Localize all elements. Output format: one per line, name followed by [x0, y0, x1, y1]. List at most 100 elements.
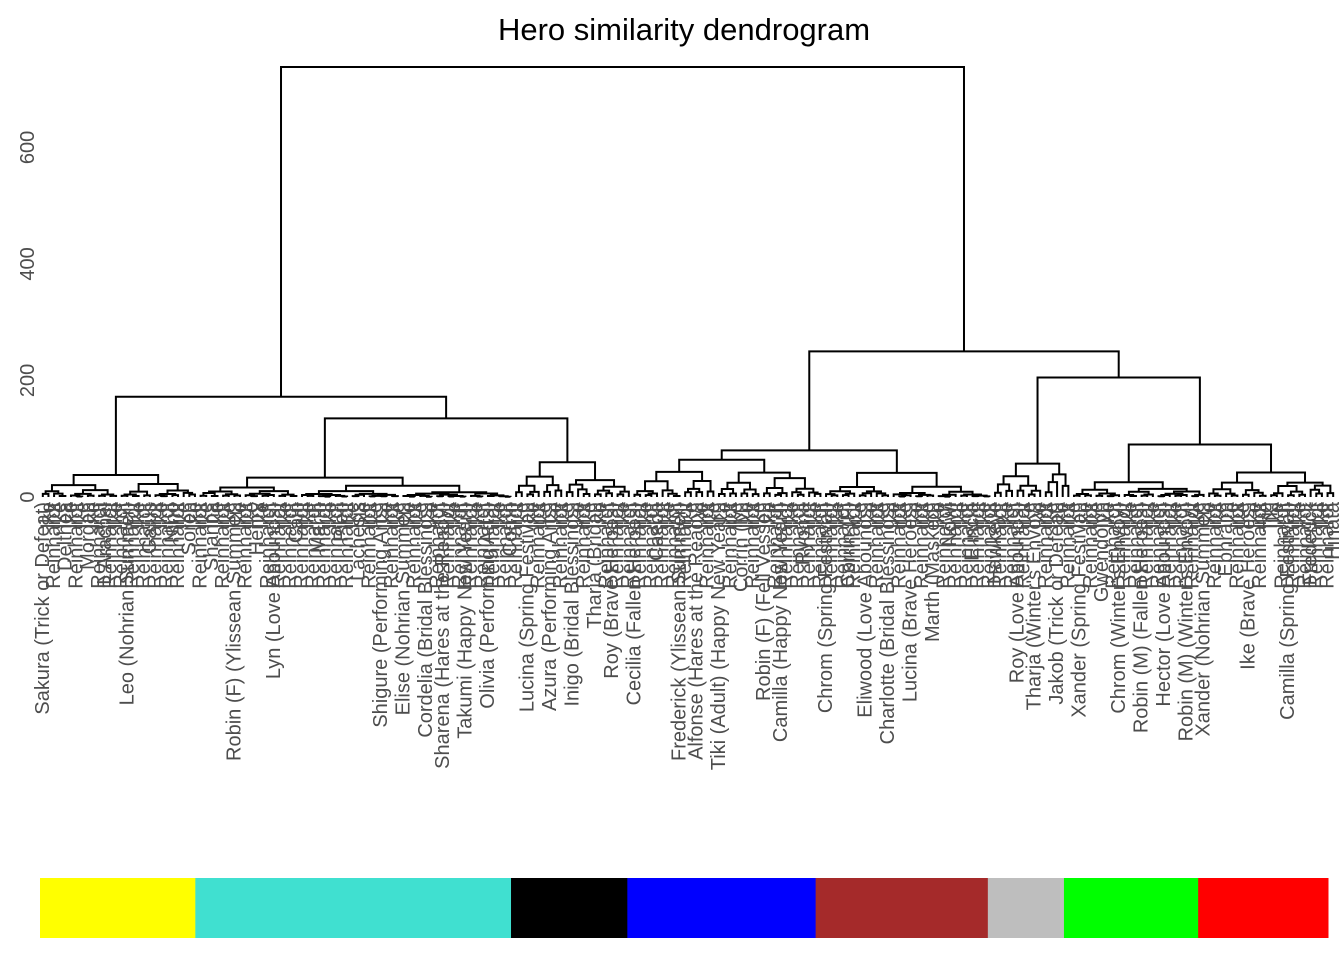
dendrogram-branch [1137, 487, 1188, 492]
dendrogram-branch [582, 492, 591, 497]
leaf-label: Reinhardt [1226, 502, 1248, 589]
leaf-label: Reinhardt [629, 502, 651, 589]
dendrogram-branch [692, 480, 712, 492]
dendrogram-branch [1072, 494, 1081, 497]
leaf-label: Ike [195, 502, 217, 529]
leaf-label: Ephraim [1215, 502, 1237, 576]
leaf-label: Reinhardt [832, 502, 854, 589]
leaf-labels: Sakura (Trick or Defeat)IkeReinhardtIkeD… [32, 501, 1344, 770]
leaf-label: Nino [161, 502, 183, 543]
dendrogram-branch [830, 494, 839, 497]
leaf-label: Reinhardt [967, 502, 989, 589]
leaf-label: Ike [1018, 502, 1040, 529]
leaf-label: Reinhardt [640, 502, 662, 589]
dendrogram-branch [720, 487, 735, 494]
leaf-label: Reinhardt [1283, 502, 1305, 589]
dendrogram-branch [1081, 488, 1109, 494]
dendrogram-branch [898, 495, 906, 498]
dendrogram-branch [289, 495, 298, 498]
leaf-label: Ike [297, 502, 319, 529]
leaf-label: Lachesis [347, 502, 369, 581]
dendrogram-branch [915, 495, 923, 498]
leaf-label: Reinhardt [325, 502, 347, 589]
dendrogram-branch [222, 494, 230, 497]
dendrogram-branch [1140, 494, 1149, 497]
leaf-label: Frederick (Ylissean Summer) [669, 502, 691, 761]
dendrogram-branch [246, 476, 404, 488]
leaf-label: Ike [1243, 502, 1265, 529]
leaf-label: Ike [1119, 502, 1141, 529]
dendrogram-branch [1127, 443, 1273, 483]
leaf-label: Reinhardt [550, 502, 572, 589]
leaf-label: Camilla (Happy New Year!) [770, 502, 792, 742]
leaf-label: Lucina (Spring Festival) [516, 502, 538, 712]
leaf-label: Azura (Performing Arts) [539, 502, 561, 711]
y-tick-label: 0 [17, 491, 39, 502]
leaf-label: Reinhardt [426, 502, 448, 589]
color-bar-segment [987, 878, 1065, 938]
leaf-label: Reinhardt [573, 502, 595, 589]
dendrogram-branch [1019, 484, 1037, 491]
leaf-label: Reinhardt [742, 502, 764, 589]
color-bar-segment [815, 878, 989, 938]
leaf-label: Ike [1052, 502, 1074, 529]
leaf-label: Reinhardt [257, 502, 279, 589]
leaf-label: Frederick [1300, 501, 1322, 585]
dendrogram-branch [317, 490, 375, 494]
dendrogram-branch [1047, 481, 1059, 497]
dendrogram-branch [1014, 462, 1061, 477]
leaf-label: Ike [218, 502, 240, 529]
dendrogram-branch [1313, 484, 1332, 494]
leaf-label: Reinhardt [449, 502, 471, 589]
y-tick-label: 200 [17, 364, 39, 397]
leaf-label: Reinhardt [990, 502, 1012, 589]
dendrogram-branch [98, 494, 106, 497]
leaf-label: Lucina (Brave Heroes) [900, 502, 922, 702]
leaf-label: Reinhardt [1271, 502, 1293, 589]
leaf-label: Leo (Nohrian Summer) [116, 502, 138, 705]
dendrogram-branch [44, 490, 60, 494]
dendrogram-branch [717, 492, 726, 497]
dendrogram-branch [740, 492, 749, 497]
leaf-label: Ike [511, 502, 533, 529]
leaf-label: Reinhardt [764, 502, 786, 589]
y-tick-label: 400 [17, 247, 39, 280]
leaf-label: Ike [578, 502, 600, 529]
dendrogram-branch [644, 480, 669, 492]
dendrogram-branch [1173, 490, 1201, 495]
dendrogram-branch [644, 494, 653, 497]
dendrogram-branch [1044, 491, 1053, 497]
dendrogram-branch [829, 490, 851, 495]
leaf-label: Ike [635, 502, 657, 529]
leaf-label: Reinhardt [483, 502, 505, 589]
leaf-label: Corrin (M) [731, 502, 753, 592]
leaf-label: Lyn (Love Abounds) [263, 502, 285, 679]
leaf-label: Reinhardt [1102, 502, 1124, 589]
leaf-label: Ike [871, 502, 893, 529]
leaf-label: Ike [781, 502, 803, 529]
leaf-label: Reinhardt [1148, 502, 1170, 589]
leaf-label: Ike [1086, 502, 1108, 529]
dendrogram-branch [475, 495, 484, 498]
leaf-label: Robin (M) (Winter's Envoy) [1176, 502, 1198, 741]
leaf-label: Ike [1029, 502, 1051, 529]
leaf-label: Ike [1221, 502, 1243, 529]
leaf-label: Reinhardt [956, 502, 978, 589]
color-bar-segment [1198, 878, 1329, 938]
leaf-label: Reinhardt [607, 502, 629, 589]
dendrogram-branch [109, 494, 118, 497]
dendrogram-branch [858, 494, 867, 497]
leaf-label: Reinhardt [528, 502, 550, 589]
dendrogram-branch [58, 494, 67, 497]
leaf-label: Ike [206, 502, 228, 529]
dendrogram-branch [1213, 494, 1222, 497]
leaf-label: Takumi (Happy New Year!) [454, 502, 476, 739]
leaf-label: Ike [995, 502, 1017, 529]
leaf-label: Reinhardt [945, 502, 967, 589]
leaf-label: Ike [1255, 502, 1277, 529]
dendrogram-branch [210, 495, 219, 497]
leaf-label: Reinhardt [1317, 502, 1339, 589]
dendrogram-branch [1084, 494, 1092, 497]
leaf-label: Ike [421, 502, 443, 529]
leaf-label: Robin (F) (Fell Vessel) [753, 502, 775, 701]
